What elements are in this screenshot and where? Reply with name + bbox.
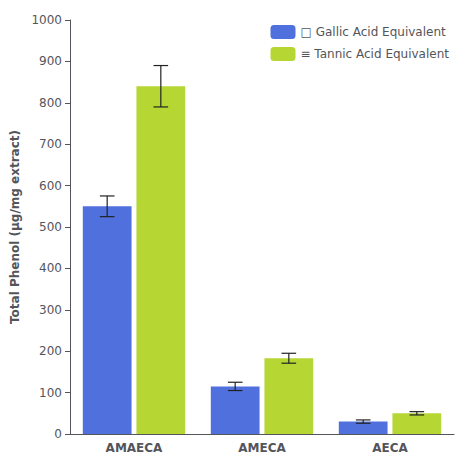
svg-text:1000: 1000 xyxy=(31,13,62,27)
svg-text:AECA: AECA xyxy=(372,441,408,455)
svg-text:0: 0 xyxy=(54,427,62,441)
svg-text:AMECA: AMECA xyxy=(238,441,286,455)
svg-text:AMAECA: AMAECA xyxy=(106,441,164,455)
svg-text:800: 800 xyxy=(39,96,62,110)
svg-text:Total Phenol (µg/mg extract): Total Phenol (µg/mg extract) xyxy=(8,130,22,324)
svg-text:□ Gallic Acid Equivalent: □ Gallic Acid Equivalent xyxy=(300,25,445,39)
svg-text:400: 400 xyxy=(39,261,62,275)
svg-text:200: 200 xyxy=(39,344,62,358)
svg-text:≡ Tannic Acid Equivalent: ≡ Tannic Acid Equivalent xyxy=(300,47,449,61)
svg-text:500: 500 xyxy=(39,220,62,234)
svg-text:600: 600 xyxy=(39,179,62,193)
svg-text:100: 100 xyxy=(39,386,62,400)
svg-text:900: 900 xyxy=(39,54,62,68)
svg-text:700: 700 xyxy=(39,137,62,151)
svg-text:300: 300 xyxy=(39,303,62,317)
